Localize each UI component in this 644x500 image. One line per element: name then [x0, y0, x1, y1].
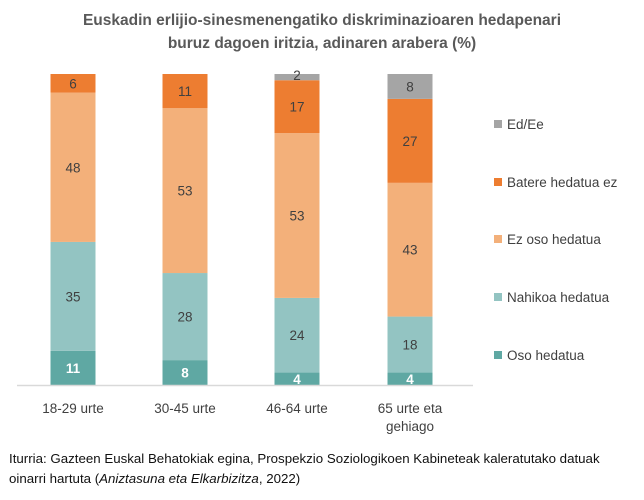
source-prefix: Iturria: Gazteen Euskal Behatokiak egina… [9, 451, 600, 486]
x-tick-label: 18-29 urte [42, 401, 104, 416]
legend-swatch [494, 178, 502, 186]
data-label: 53 [177, 184, 192, 199]
bar-segment [162, 273, 208, 361]
data-label: 18 [402, 338, 417, 353]
legend-label: Ez oso hedatua [507, 232, 601, 247]
bar-segment [274, 80, 320, 134]
legend-label: Ed/Ee [507, 117, 544, 132]
data-label: 4 [293, 372, 301, 387]
legend-label: Batere hedatua ez [507, 175, 618, 190]
bar-segment [274, 133, 320, 298]
data-label: 6 [69, 76, 77, 91]
data-label: 27 [402, 134, 417, 149]
legend-label: Nahikoa hedatua [507, 290, 610, 305]
x-tick-label: 46-64 urte [266, 401, 328, 416]
bar-segment [274, 74, 320, 81]
bar-segment [387, 182, 433, 317]
bar-segment [162, 74, 208, 109]
bar-segment [387, 74, 433, 99]
data-label: 4 [406, 372, 414, 387]
legend-swatch [494, 351, 502, 359]
data-label: 11 [66, 361, 81, 376]
data-label: 35 [65, 289, 80, 304]
legend-swatch [494, 235, 502, 243]
bar-segment [274, 297, 320, 373]
x-tick-label: 30-45 urte [154, 401, 216, 416]
data-label: 53 [289, 209, 304, 224]
bar-segment [50, 92, 96, 242]
legend-swatch [494, 120, 502, 128]
bar-segment [387, 98, 433, 183]
bar-segment [162, 360, 208, 385]
bar-segment [50, 74, 96, 93]
chart-title-line-1: Euskadin erlijio-sinesmenengatiko diskri… [82, 12, 562, 29]
chart-title-line-2: buruz dagoen iritzia, adinaren arabera (… [167, 35, 477, 52]
data-label: 24 [289, 328, 305, 343]
data-label: 11 [178, 84, 192, 99]
data-label: 43 [402, 243, 417, 258]
bar-segment [387, 316, 433, 373]
source-italic: Aniztasuna eta Elkarbizitza [99, 471, 259, 486]
data-label: 48 [65, 160, 80, 175]
bar-segment [50, 241, 96, 351]
data-label: 8 [181, 366, 189, 381]
data-label: 8 [406, 79, 414, 94]
x-tick-label: 65 urte eta [378, 401, 443, 416]
bar-segment [387, 372, 433, 385]
legend-label: Oso hedatua [507, 348, 585, 363]
source-suffix: , 2022) [258, 471, 301, 486]
bar-segment [274, 372, 320, 385]
bar-segment [162, 108, 208, 274]
legend-swatch [494, 293, 502, 301]
x-tick-label: gehiago [386, 419, 434, 434]
data-label: 17 [289, 100, 304, 115]
bar-segment [50, 350, 96, 385]
source-note: Iturria: Gazteen Euskal Behatokiak egina… [9, 449, 629, 489]
chart-title: Euskadin erlijio-sinesmenengatiko diskri… [0, 9, 644, 55]
data-label: 2 [293, 68, 301, 83]
data-label: 28 [177, 310, 192, 325]
